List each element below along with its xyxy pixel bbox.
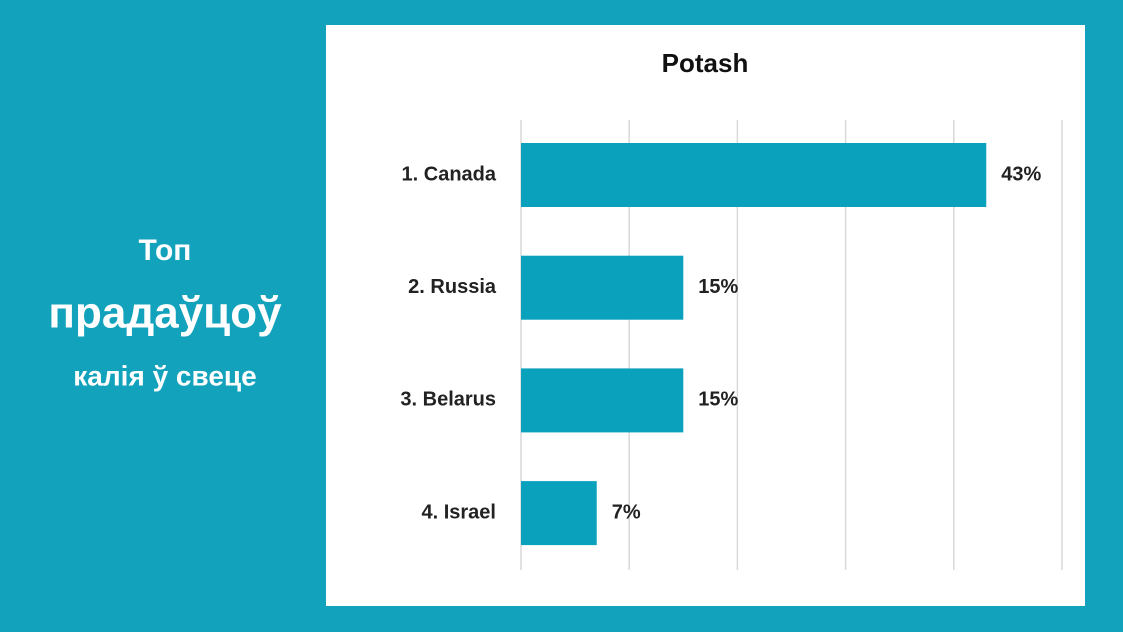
- y-tick-label: 3. Belarus: [400, 389, 496, 411]
- heading-line: Топ: [139, 234, 192, 267]
- bar: [521, 143, 987, 207]
- value-label: 7%: [612, 501, 641, 523]
- heading-line: прадаўцоў: [48, 289, 282, 338]
- value-label: 15%: [698, 389, 738, 411]
- y-tick-label: 1. Canada: [402, 163, 497, 185]
- y-tick-label: 4. Israel: [421, 501, 496, 523]
- chart-title: Potash: [662, 48, 749, 78]
- bar: [521, 255, 684, 320]
- chart-panel: [326, 25, 1085, 606]
- bar: [521, 368, 684, 433]
- bar: [521, 481, 597, 546]
- heading-line: калія ў свеце: [73, 360, 256, 391]
- y-tick-label: 2. Russia: [408, 276, 497, 298]
- value-label: 15%: [698, 276, 738, 298]
- value-label: 43%: [1001, 163, 1041, 185]
